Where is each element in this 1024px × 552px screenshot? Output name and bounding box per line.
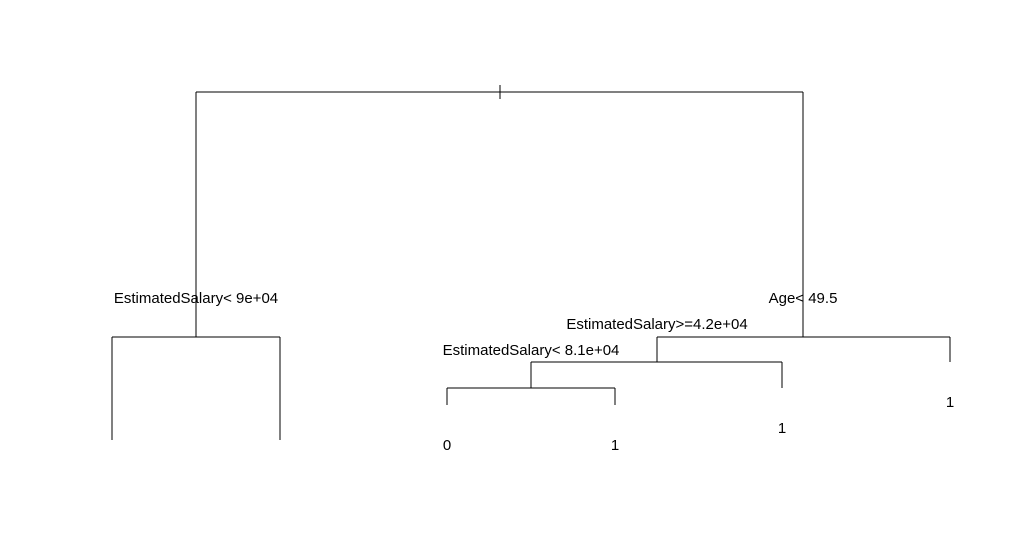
leaf-label: 1 — [611, 437, 619, 454]
leaf-label: 0 — [443, 437, 451, 454]
split-label-right-left-left: EstimatedSalary< 8.1e+04 — [443, 342, 620, 359]
leaf-label: 1 — [778, 420, 786, 437]
leaf-label: 1 — [946, 394, 954, 411]
split-label-right: Age< 49.5 — [769, 290, 838, 307]
split-label-right-left: EstimatedSalary>=4.2e+04 — [566, 316, 747, 333]
split-label-left: EstimatedSalary< 9e+04 — [114, 290, 278, 307]
